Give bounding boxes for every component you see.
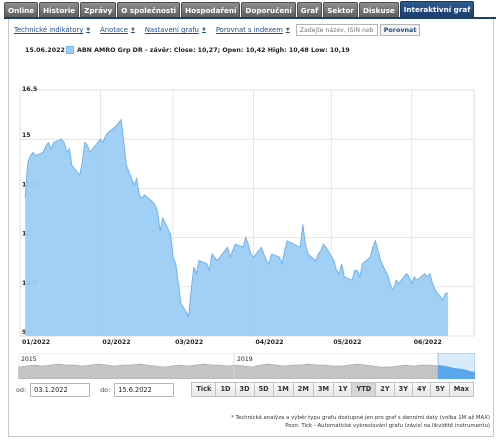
annotations-menu[interactable]: Anotace ▼ <box>100 26 145 34</box>
range-button-1m[interactable]: 1M <box>272 382 294 397</box>
from-date-input[interactable] <box>30 383 91 397</box>
navigator-year-label: 2019 <box>237 356 253 363</box>
chevron-down-icon: ▼ <box>201 27 206 33</box>
chevron-down-icon: ▼ <box>86 27 91 33</box>
range-button-tick[interactable]: Tick <box>191 382 217 397</box>
tab-diskuse[interactable]: Diskuse <box>358 2 399 17</box>
compare-button[interactable]: Porovnat <box>379 24 421 36</box>
range-button-3d[interactable]: 3D <box>234 382 255 397</box>
tab-underline <box>4 17 496 19</box>
from-label: od: <box>16 386 27 394</box>
legend-date: 15.06.2022 <box>25 47 65 54</box>
range-buttons: Tick 1D 3D 5D 1M 2M 3M 1Y YTD 2Y 3Y 4Y 5Y Max <box>191 382 474 397</box>
tab-historie[interactable]: Historie <box>39 2 80 17</box>
navigator-year-label: 2015 <box>21 356 37 363</box>
date-range: od: do: <box>16 382 184 398</box>
compare-index-menu[interactable]: Porovnat s indexem ▼ <box>216 26 294 34</box>
range-button-1d[interactable]: 1D <box>215 382 236 397</box>
range-button-2m[interactable]: 2M <box>292 382 314 397</box>
range-button-3m[interactable]: 3M <box>312 382 335 397</box>
footnote-tick: Pozn: Tick - Automatické vykreslování gr… <box>285 423 490 429</box>
range-button-max[interactable]: Max <box>448 382 474 397</box>
range-button-4y[interactable]: 4Y <box>411 382 432 397</box>
tab-graf[interactable]: Graf <box>296 2 323 17</box>
chart-legend[interactable]: ABN AMRO Grp DR - závěr: Close: 10,27; O… <box>66 46 350 54</box>
chevron-down-icon: ▼ <box>130 27 135 33</box>
chart-toolbar: Technické indikátory ▼ Anotace ▼ Nastave… <box>14 23 421 37</box>
footnote-technical: * Technická analýza a výběr typu grafu d… <box>231 415 490 421</box>
range-button-1y[interactable]: 1Y <box>333 382 353 397</box>
tab-o-spolecnosti[interactable]: O společnosti <box>117 2 181 17</box>
tab-doporuceni[interactable]: Doporučení <box>241 2 296 17</box>
footnotes: * Technická analýza a výběr typu grafu d… <box>231 414 490 430</box>
tab-hospodareni[interactable]: Hospodaření <box>181 2 241 17</box>
navigator-history <box>18 363 439 379</box>
to-label: do: <box>100 386 111 394</box>
tab-bar: Online Historie Zprávy O společnosti Hos… <box>4 1 475 18</box>
compare-index-menu-label: Porovnat s indexem <box>215 26 283 34</box>
range-button-5d[interactable]: 5D <box>253 382 274 397</box>
legend-swatch <box>66 46 74 54</box>
tab-zpravy[interactable]: Zprávy <box>80 2 117 17</box>
tab-interaktivni-graf[interactable]: Interaktivní graf <box>399 1 475 17</box>
content-frame <box>8 19 494 437</box>
indicators-menu-label: Technické indikátory <box>14 26 84 34</box>
range-button-ytd[interactable]: YTD <box>351 382 377 397</box>
settings-menu-label: Nastavení grafu <box>144 26 199 34</box>
chevron-down-icon: ▼ <box>285 27 290 33</box>
tab-sektor[interactable]: Sektor <box>323 2 358 17</box>
range-button-3y[interactable]: 3Y <box>393 382 413 397</box>
annotations-menu-label: Anotace <box>100 26 128 34</box>
legend-text: ABN AMRO Grp DR - závěr: Close: 10,27; O… <box>77 46 350 54</box>
compare-search-input[interactable] <box>295 24 378 36</box>
to-date-input[interactable] <box>114 383 175 397</box>
range-button-2y[interactable]: 2Y <box>375 382 395 397</box>
settings-menu[interactable]: Nastavení grafu ▼ <box>145 26 216 34</box>
tab-online[interactable]: Online <box>4 2 39 17</box>
range-button-5y[interactable]: 5Y <box>430 382 450 397</box>
range-navigator[interactable]: 2015 2019 <box>18 353 475 379</box>
navigator-selected-area <box>438 365 475 379</box>
indicators-menu[interactable]: Technické indikátory ▼ <box>14 26 100 34</box>
